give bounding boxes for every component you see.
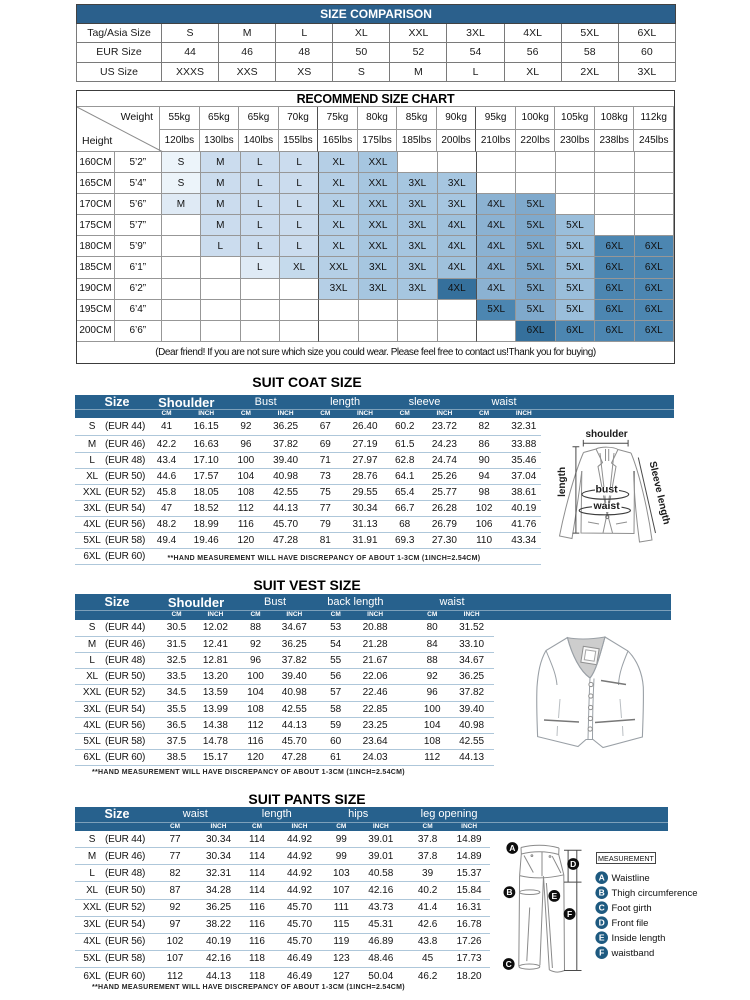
svg-text:Foot girth: Foot girth [612,903,652,914]
svg-text:C: C [599,903,605,913]
svg-text:Sleeve length: Sleeve length [647,460,672,525]
svg-text:D: D [599,918,605,928]
svg-text:Inside length: Inside length [612,933,666,944]
svg-text:E: E [599,933,605,943]
svg-text:B: B [599,888,605,898]
svg-text:E: E [551,891,557,901]
svg-text:A: A [599,873,605,883]
svg-text:B: B [506,887,512,897]
svg-text:C: C [506,959,512,969]
svg-text:shoulder: shoulder [585,429,627,440]
svg-text:Waistline: Waistline [612,873,650,884]
svg-text:A: A [509,843,515,853]
svg-text:Front file: Front file [612,918,649,929]
svg-text:bust: bust [596,484,619,496]
svg-text:length: length [557,467,568,497]
svg-text:waist: waist [592,500,620,512]
svg-text:F: F [567,909,572,919]
svg-text:Thigh circumference: Thigh circumference [612,888,698,899]
svg-text:D: D [570,859,576,869]
svg-text:waistband: waistband [611,948,655,959]
svg-text:F: F [599,948,604,958]
